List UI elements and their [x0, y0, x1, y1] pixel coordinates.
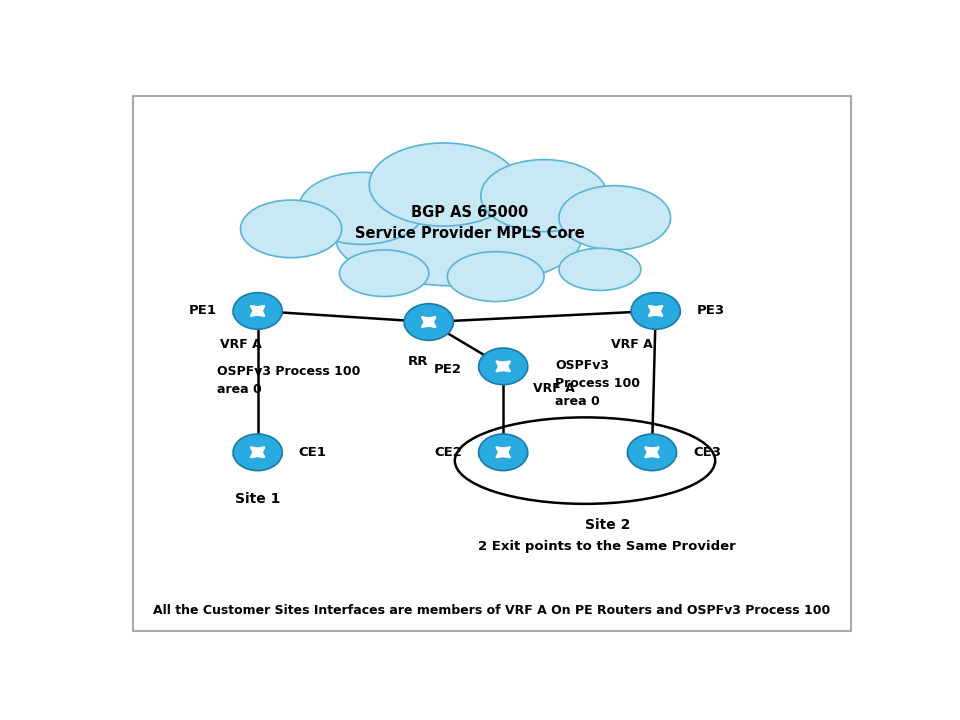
Ellipse shape	[340, 250, 429, 297]
Ellipse shape	[631, 310, 681, 318]
Circle shape	[233, 434, 282, 471]
Circle shape	[404, 304, 453, 341]
Circle shape	[254, 449, 261, 455]
Text: Site 1: Site 1	[235, 492, 280, 506]
Text: CE3: CE3	[693, 446, 721, 459]
Text: VRF A: VRF A	[611, 338, 653, 351]
Ellipse shape	[336, 192, 582, 286]
Ellipse shape	[233, 310, 282, 318]
Text: VRF A: VRF A	[533, 382, 575, 395]
Circle shape	[479, 348, 528, 384]
Circle shape	[479, 434, 528, 471]
Text: PE1: PE1	[189, 305, 217, 318]
Ellipse shape	[481, 160, 608, 232]
Ellipse shape	[559, 186, 670, 250]
Ellipse shape	[447, 251, 544, 302]
Ellipse shape	[479, 366, 528, 374]
Text: OSPFv3 Process 100
area 0: OSPFv3 Process 100 area 0	[217, 365, 360, 396]
Text: PE2: PE2	[434, 363, 463, 376]
Text: VRF A: VRF A	[221, 338, 262, 351]
Circle shape	[628, 434, 677, 471]
Text: RR: RR	[407, 355, 428, 369]
Circle shape	[499, 364, 507, 369]
Circle shape	[631, 292, 681, 329]
Circle shape	[499, 449, 507, 455]
FancyBboxPatch shape	[133, 96, 851, 631]
Circle shape	[652, 308, 660, 314]
Circle shape	[425, 319, 432, 325]
Ellipse shape	[628, 451, 677, 459]
Ellipse shape	[241, 200, 342, 258]
Ellipse shape	[559, 248, 641, 290]
Text: CE2: CE2	[434, 446, 463, 459]
Text: PE3: PE3	[697, 305, 725, 318]
Ellipse shape	[479, 451, 528, 459]
Ellipse shape	[404, 321, 453, 330]
Text: Site 2: Site 2	[585, 518, 630, 532]
Ellipse shape	[299, 172, 425, 244]
Circle shape	[233, 292, 282, 329]
Circle shape	[254, 308, 261, 314]
Ellipse shape	[233, 451, 282, 459]
Text: OSPFv3
Process 100
area 0: OSPFv3 Process 100 area 0	[555, 359, 640, 408]
Text: 2 Exit points to the Same Provider: 2 Exit points to the Same Provider	[478, 540, 736, 553]
Text: All the Customer Sites Interfaces are members of VRF A On PE Routers and OSPFv3 : All the Customer Sites Interfaces are me…	[154, 604, 830, 617]
Ellipse shape	[370, 143, 518, 226]
Text: BGP AS 65000
Service Provider MPLS Core: BGP AS 65000 Service Provider MPLS Core	[355, 205, 585, 241]
Text: CE1: CE1	[299, 446, 326, 459]
Circle shape	[648, 449, 656, 455]
